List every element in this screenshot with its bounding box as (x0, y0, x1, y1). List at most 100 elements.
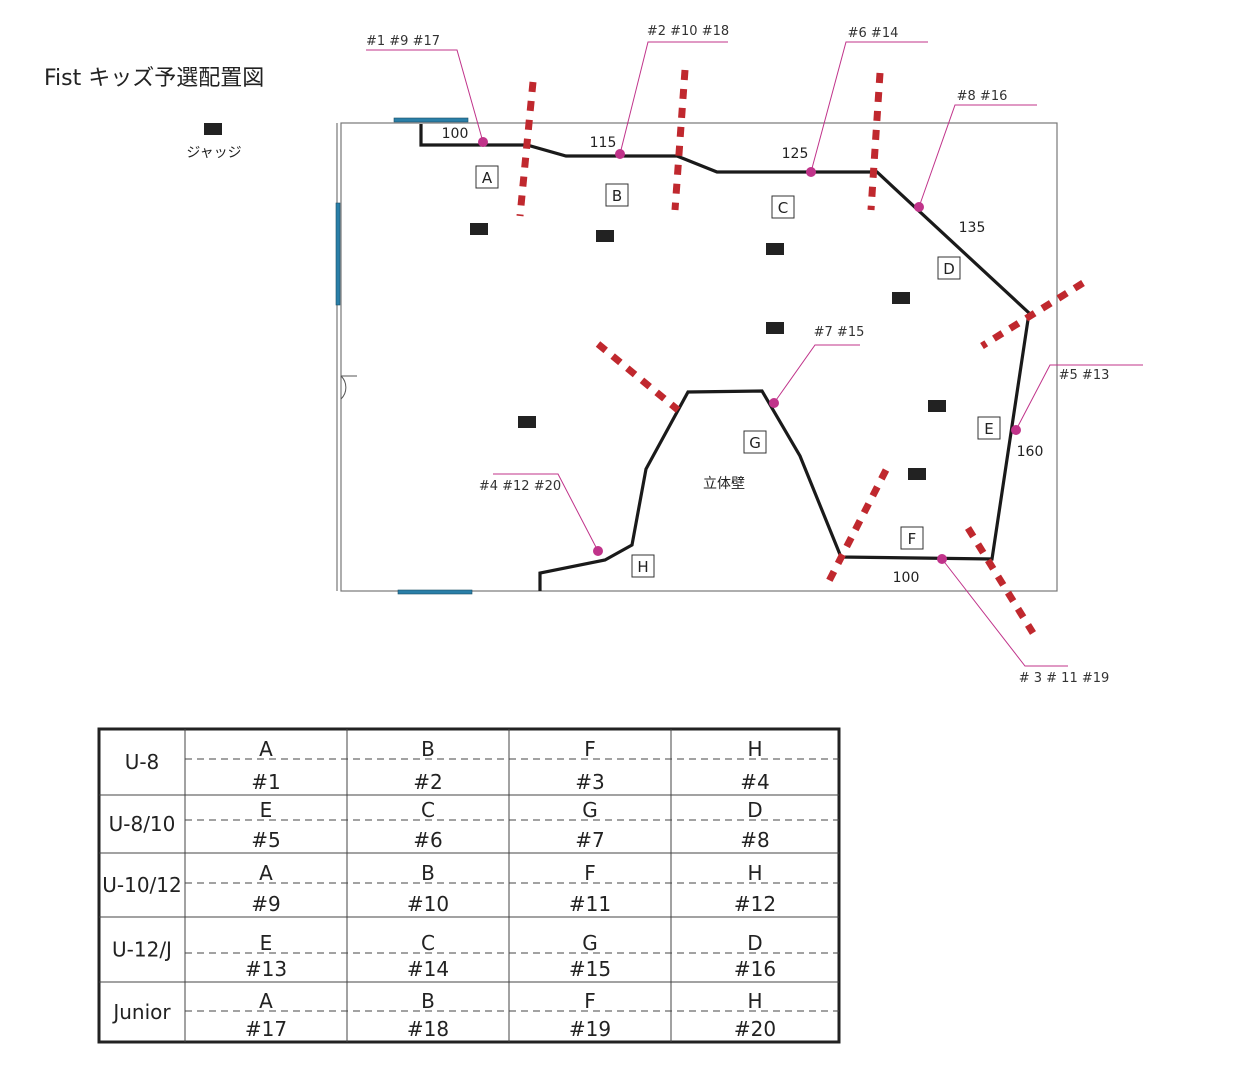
category-label: U-8/10 (109, 812, 176, 836)
climbing-wall-outline (419, 124, 1031, 591)
wall-length-label: 100 (442, 126, 469, 142)
category-label: Junior (111, 1000, 171, 1024)
route-marker (593, 546, 603, 556)
wall-length-label: 115 (590, 135, 617, 151)
route-cell: #1 (251, 770, 280, 794)
callout-leader (619, 41, 728, 155)
zone-cell: D (747, 798, 762, 822)
zone-cell: B (421, 861, 435, 885)
route-cell: #14 (407, 957, 449, 981)
zone-box (475, 165, 499, 189)
wall-length-label: 125 (782, 146, 809, 162)
route-cell: #3 (575, 770, 604, 794)
wall-length-label: 100 (893, 570, 920, 586)
callout-label: #2 #10 #18 (647, 24, 729, 39)
judge-icon (766, 243, 784, 255)
zone-cell: F (584, 737, 596, 761)
zone-label: E (984, 420, 993, 438)
callout-leader (493, 473, 599, 552)
zone-label: H (637, 558, 648, 576)
route-cell: #2 (413, 770, 442, 794)
callout-leader (1015, 364, 1143, 431)
route-marker (937, 554, 947, 564)
judge-icon (908, 468, 926, 480)
callout-leader (941, 558, 1068, 667)
route-cell: #18 (407, 1017, 449, 1041)
table-row: U-8 A #1 B #2 F #3 H #4 (125, 737, 770, 794)
route-cell: #20 (734, 1017, 776, 1041)
judge-icon (766, 322, 784, 334)
assignment-table: U-8 A #1 B #2 F #3 H #4 U-8/10 E #5 C #6 G #7 D #8 U-10/12… (97, 727, 841, 1044)
judge-legend-label: ジャッジ (186, 145, 241, 161)
route-marker (914, 202, 924, 212)
zone-box (743, 430, 767, 454)
route-marker (1011, 425, 1021, 435)
callout-label: #8 #16 (957, 89, 1008, 104)
route-cell: #12 (734, 892, 776, 916)
room-outline (336, 122, 1058, 592)
zone-label: B (612, 187, 622, 205)
category-label: U-10/12 (102, 873, 182, 897)
wall-length-label: 135 (959, 220, 986, 236)
route-cell: #10 (407, 892, 449, 916)
route-marker (615, 149, 625, 159)
zone-label: D (943, 260, 955, 278)
route-cell: #5 (251, 828, 280, 852)
judge-icon (892, 292, 910, 304)
zone-cell: A (259, 861, 273, 885)
category-label: U-8 (125, 750, 160, 774)
zone-box (771, 195, 795, 219)
judge-positions (470, 223, 946, 480)
callout-label: #4 #12 #20 (479, 479, 561, 494)
callout-label: #6 #14 (848, 26, 899, 41)
zone-cell: E (260, 798, 273, 822)
callout-label: # 3 # 11 #19 (1019, 671, 1110, 686)
route-cell: #8 (740, 828, 769, 852)
zone-label: A (482, 169, 493, 187)
route-marker (806, 167, 816, 177)
zone-cell: H (747, 737, 762, 761)
judge-icon (518, 416, 536, 428)
zone-cell: B (421, 737, 435, 761)
zone-cell: G (582, 931, 598, 955)
zone-box (900, 526, 924, 550)
zone-cell: H (747, 989, 762, 1013)
zone-cell: F (584, 989, 596, 1013)
judge-icon (470, 223, 488, 235)
zone-cell: A (259, 989, 273, 1013)
wall-lengths: 100 115 125 135 160 100 (442, 126, 1044, 586)
route-cell: #17 (245, 1017, 287, 1041)
route-cell: #19 (569, 1017, 611, 1041)
zone-box (977, 416, 1001, 440)
door-icon (340, 375, 357, 400)
center-wall-label: 立体壁 (703, 476, 745, 492)
callout-leader (366, 49, 484, 143)
table-row: U-8/10 E #5 C #6 G #7 D #8 (109, 798, 770, 852)
zone-label: G (749, 434, 761, 452)
route-cell: #4 (740, 770, 769, 794)
zone-cell: D (747, 931, 762, 955)
callout-label: #1 #9 #17 (366, 34, 440, 49)
zone-label: F (908, 530, 917, 548)
route-cell: #13 (245, 957, 287, 981)
zone-box (631, 554, 655, 578)
route-marker (478, 137, 488, 147)
zone-cell: C (421, 931, 435, 955)
callout-label: #5 #13 (1059, 368, 1110, 383)
route-cell: #9 (251, 892, 280, 916)
route-cell: #11 (569, 892, 611, 916)
zone-cell: E (260, 931, 273, 955)
table-row: U-10/12 A #9 B #10 F #11 H #12 (102, 861, 776, 916)
zone-dividers (516, 69, 1085, 635)
route-cell: #15 (569, 957, 611, 981)
zone-cell: G (582, 798, 598, 822)
route-callouts: #1 #9 #17 #2 #10 #18 #6 #14 #8 #16 #7 #15 #5 … (366, 24, 1143, 686)
zone-cell: A (259, 737, 273, 761)
zone-cell: F (584, 861, 596, 885)
zone-labels: A B C D E F G H (475, 165, 1001, 578)
page-title: Fist キッズ予選配置図 (44, 66, 264, 91)
zone-box (605, 183, 629, 207)
openings (335, 117, 473, 595)
callout-leader (918, 104, 1037, 208)
